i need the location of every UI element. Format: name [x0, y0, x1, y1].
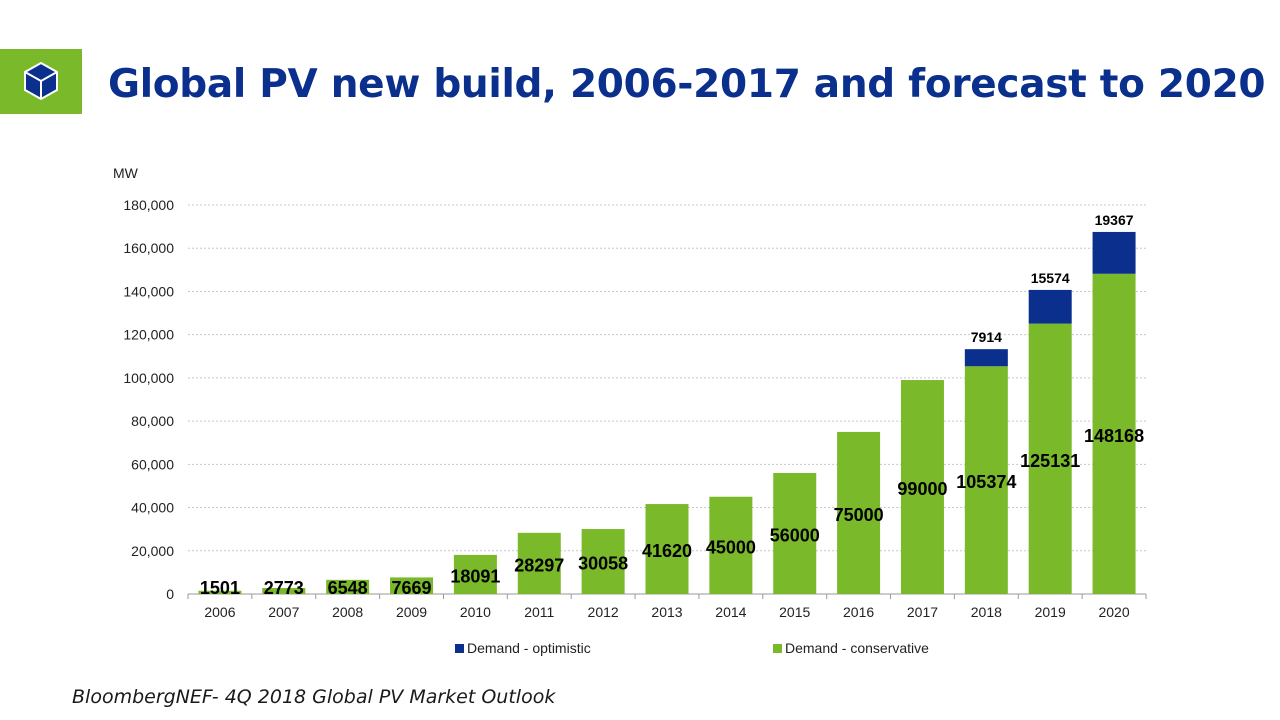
logo-box: [0, 49, 82, 114]
x-tick-label: 2013: [651, 604, 682, 620]
y-tick-label: 60,000: [131, 456, 174, 472]
y-unit-label: MW: [113, 165, 139, 181]
data-label-conservative: 75000: [834, 505, 884, 525]
bar-conservative: [326, 579, 370, 594]
bar-optimistic: [1092, 231, 1136, 274]
y-tick-label: 140,000: [123, 283, 174, 299]
data-label-conservative: 45000: [706, 537, 756, 557]
data-label-conservative: 56000: [770, 525, 820, 545]
legend-swatch: [773, 644, 782, 653]
x-tick-label: 2009: [396, 604, 427, 620]
data-label-conservative: 30058: [578, 554, 628, 574]
bar-conservative: [390, 577, 434, 594]
data-label-conservative: 18091: [450, 566, 500, 586]
data-label-conservative: 125131: [1020, 451, 1080, 471]
x-tick-label: 2008: [332, 604, 363, 620]
y-tick-label: 100,000: [123, 370, 174, 386]
data-label-optimistic: 19367: [1095, 212, 1134, 228]
x-tick-label: 2016: [843, 604, 874, 620]
bar-conservative: [517, 532, 561, 594]
y-tick-label: 0: [166, 586, 174, 602]
bar-conservative: [709, 496, 753, 594]
x-tick-label: 2011: [524, 604, 554, 620]
data-label-conservative: 99000: [897, 479, 947, 499]
y-tick-label: 80,000: [131, 413, 174, 429]
bar-conservative: [453, 554, 497, 594]
x-tick-label: 2015: [779, 604, 810, 620]
x-tick-label: 2020: [1098, 604, 1129, 620]
data-label-optimistic: 7914: [971, 329, 1002, 345]
data-label-conservative: 28297: [514, 555, 564, 575]
legend-label: Demand - optimistic: [467, 640, 591, 656]
bar-conservative: [900, 380, 944, 594]
x-tick-label: 2017: [907, 604, 938, 620]
y-tick-label: 160,000: [123, 240, 174, 256]
data-label-conservative: 6548: [328, 578, 368, 598]
bar-conservative: [773, 472, 817, 594]
y-tick-label: 180,000: [123, 197, 174, 213]
bar-conservative: [1028, 323, 1072, 594]
bar-optimistic: [1028, 289, 1072, 324]
bar-conservative: [198, 590, 242, 594]
data-label-conservative: 2773: [264, 578, 304, 598]
data-label-conservative: 41620: [642, 541, 692, 561]
source-note: BloombergNEF- 4Q 2018 Global PV Market O…: [72, 686, 556, 708]
x-tick-label: 2010: [460, 604, 491, 620]
bar-conservative: [837, 431, 881, 594]
bar-conservative: [1092, 273, 1136, 594]
x-tick-label: 2006: [204, 604, 235, 620]
data-label-conservative: 105374: [956, 472, 1016, 492]
data-label-optimistic: 15574: [1031, 270, 1070, 286]
x-tick-label: 2018: [971, 604, 1002, 620]
data-label-conservative: 7669: [392, 578, 432, 598]
data-label-conservative: 148168: [1084, 426, 1144, 446]
legend-label: Demand - conservative: [785, 640, 929, 656]
x-tick-label: 2012: [588, 604, 619, 620]
x-tick-label: 2014: [715, 604, 746, 620]
data-label-conservative: 1501: [200, 578, 240, 598]
bar-chart: MW 0 20,000 40,000 60,000 80,000 100,000 120,00…: [113, 165, 1147, 656]
y-tick-label: 120,000: [123, 327, 174, 343]
bar-optimistic: [964, 349, 1008, 367]
page-title: Global PV new build, 2006-2017 and forec…: [108, 62, 1266, 107]
bar-conservative: [262, 588, 306, 594]
y-tick-label: 20,000: [131, 543, 174, 559]
cube-logo-icon: [24, 61, 58, 101]
bar-conservative: [645, 504, 689, 594]
y-tick-label: 40,000: [131, 500, 174, 516]
bar-conservative: [964, 366, 1008, 594]
legend-swatch: [455, 644, 464, 653]
x-tick-label: 2007: [268, 604, 299, 620]
x-tick-label: 2019: [1035, 604, 1066, 620]
bar-conservative: [581, 529, 625, 594]
